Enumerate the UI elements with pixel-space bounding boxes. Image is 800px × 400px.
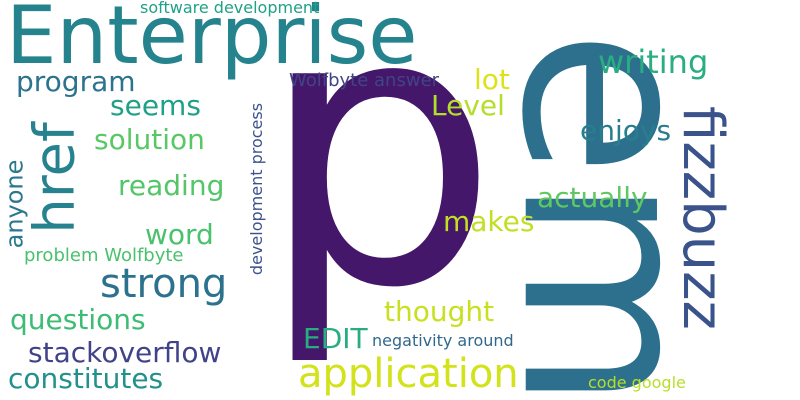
- word-fizzbuzz: fizzbuzz: [669, 106, 735, 330]
- word-reading: reading: [118, 169, 225, 202]
- word-anyone: anyone: [0, 159, 29, 249]
- word-questions: questions: [10, 303, 146, 336]
- word-p: p: [258, 0, 500, 371]
- word-edit: EDIT: [303, 322, 368, 355]
- word-strong: strong: [100, 261, 228, 307]
- word-stackoverflow: stackoverflow: [28, 336, 222, 369]
- word-code-google: code google: [588, 373, 686, 392]
- word-word: word: [145, 218, 214, 251]
- word-problem-wolfbyte: problem Wolfbyte: [24, 245, 184, 266]
- word-actually: actually: [537, 181, 648, 214]
- word-makes: makes: [443, 205, 535, 238]
- word-application: application: [298, 351, 519, 397]
- word-program: program: [16, 65, 136, 98]
- word-negativity-around: negativity around: [372, 331, 514, 350]
- word-lot: lot: [474, 63, 510, 96]
- word-constitutes: constitutes: [8, 362, 164, 395]
- word-seems: seems: [110, 89, 201, 122]
- word-level: Level: [431, 89, 505, 122]
- word-writing: writing: [598, 43, 709, 81]
- word-software-development: software development: [140, 0, 320, 17]
- word-solution: solution: [94, 123, 205, 156]
- word-enterprise: Enterprise: [6, 0, 418, 82]
- word-development-process: development process: [247, 102, 267, 276]
- word-wolfbyte-answer: Wolfbyte answer: [289, 70, 440, 91]
- word-thought: thought: [384, 295, 495, 328]
- word-href: href: [22, 122, 88, 234]
- word-enjoys: enjoys: [580, 114, 672, 147]
